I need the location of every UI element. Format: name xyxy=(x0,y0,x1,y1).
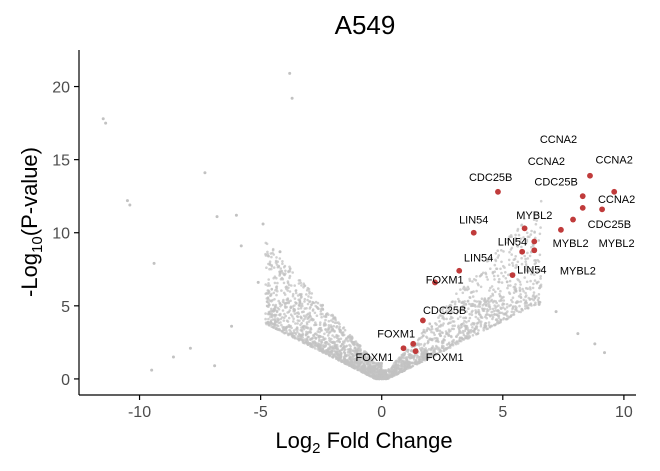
x-axis-title-subscript: 2 xyxy=(312,440,320,457)
x-tick-label: -5 xyxy=(254,404,268,421)
y-tick-label: 5 xyxy=(61,299,70,316)
y-tick-label: 0 xyxy=(61,372,70,389)
x-axis-title: Log2 Fold Change xyxy=(275,428,452,457)
highlighted-point xyxy=(495,188,501,195)
gene-label: FOXM1 xyxy=(355,352,393,364)
highlighted-point xyxy=(587,172,593,179)
x-tick-label: 10 xyxy=(615,404,633,421)
background-point xyxy=(603,351,607,355)
background-point xyxy=(152,261,156,265)
gene-label: CDC25B xyxy=(469,172,512,184)
gene-label: MYBL2 xyxy=(599,238,635,250)
highlighted-point xyxy=(509,272,516,279)
highlighted-point xyxy=(412,348,419,355)
plot-panel: CCNA2 CCNA2 CCNA2 CDC25B CDC25B CCNA2 MYBL2 CDC… xyxy=(101,71,635,381)
y-axis-title-rest: (P-value) xyxy=(17,147,42,236)
y-axis-title-main: -Log xyxy=(17,253,42,297)
background-point xyxy=(128,203,132,207)
background-point xyxy=(215,215,219,219)
y-axis-title: -Log10(P-value) xyxy=(17,147,46,297)
x-axis-title-rest: Fold Change xyxy=(320,428,452,453)
background-point xyxy=(261,222,265,226)
highlighted-point xyxy=(531,238,538,245)
background-points xyxy=(101,71,607,372)
gene-label: MYBL2 xyxy=(553,238,589,250)
highlighted-point xyxy=(432,279,438,286)
highlighted-point xyxy=(579,193,586,200)
gene-labels: CCNA2 CCNA2 CCNA2 CDC25B CDC25B CCNA2 MYBL2 CDC… xyxy=(355,134,635,364)
highlighted-point xyxy=(611,188,618,195)
gene-label: LIN54 xyxy=(459,215,488,227)
highlighted-point xyxy=(456,267,463,274)
x-ticks: -10 -5 0 5 10 xyxy=(128,395,633,421)
background-point xyxy=(290,96,294,100)
highlighted-point xyxy=(470,229,477,236)
background-point xyxy=(278,250,282,254)
highlighted-point xyxy=(521,225,528,232)
highlighted-points xyxy=(400,172,618,355)
highlighted-point xyxy=(579,204,586,211)
y-tick-label: 10 xyxy=(52,226,70,243)
x-axis-title-main: Log xyxy=(275,428,312,453)
y-tick-label: 20 xyxy=(52,80,70,97)
gene-label: CCNA2 xyxy=(598,194,635,206)
axes: -10 -5 0 5 10 0 5 10 15 20 xyxy=(52,50,636,421)
gene-label: CCNA2 xyxy=(596,155,633,167)
gene-label: CDC25B xyxy=(534,177,577,189)
background-point xyxy=(593,342,597,346)
highlighted-point xyxy=(531,247,538,254)
gene-label: FOXM1 xyxy=(426,352,464,364)
x-tick-label: 0 xyxy=(377,404,386,421)
background-points-cloud xyxy=(264,199,543,381)
highlighted-point xyxy=(419,317,426,324)
background-point xyxy=(203,171,207,175)
highlighted-point xyxy=(400,345,407,352)
background-point xyxy=(234,213,238,217)
background-point xyxy=(150,368,154,372)
gene-label: CDC25B xyxy=(423,305,466,317)
gene-label: LIN54 xyxy=(517,264,546,276)
background-point xyxy=(239,244,243,248)
gene-label: CCNA2 xyxy=(528,156,565,168)
background-point xyxy=(288,71,292,75)
highlighted-point xyxy=(599,206,605,213)
background-point xyxy=(213,364,217,368)
background-point xyxy=(576,332,580,336)
background-point xyxy=(256,280,260,284)
background-point xyxy=(101,117,105,121)
background-point xyxy=(554,310,558,314)
gene-label: LIN54 xyxy=(498,237,527,249)
x-tick-label: 5 xyxy=(498,404,507,421)
background-point xyxy=(188,346,192,350)
chart-title: A549 xyxy=(335,10,396,40)
gene-label: CDC25B xyxy=(588,219,631,231)
gene-label: FOXM1 xyxy=(377,329,415,341)
background-point xyxy=(230,324,234,328)
gene-label: MYBL2 xyxy=(560,266,596,278)
gene-label: FOXM1 xyxy=(426,275,464,287)
highlighted-point xyxy=(570,216,576,223)
x-tick-label: -10 xyxy=(128,404,151,421)
gene-label: MYBL2 xyxy=(516,210,552,222)
gene-label: LIN54 xyxy=(464,253,493,265)
background-point xyxy=(171,355,175,359)
gene-label: CCNA2 xyxy=(540,134,577,146)
y-axis-title-subscript: 10 xyxy=(29,236,46,253)
background-point xyxy=(537,302,541,306)
y-tick-label: 15 xyxy=(52,153,70,170)
highlighted-point xyxy=(410,340,417,347)
highlighted-point xyxy=(519,248,526,255)
highlighted-point xyxy=(558,226,564,233)
background-point xyxy=(104,121,108,125)
background-point xyxy=(125,199,129,203)
y-ticks: 0 5 10 15 20 xyxy=(52,80,79,389)
